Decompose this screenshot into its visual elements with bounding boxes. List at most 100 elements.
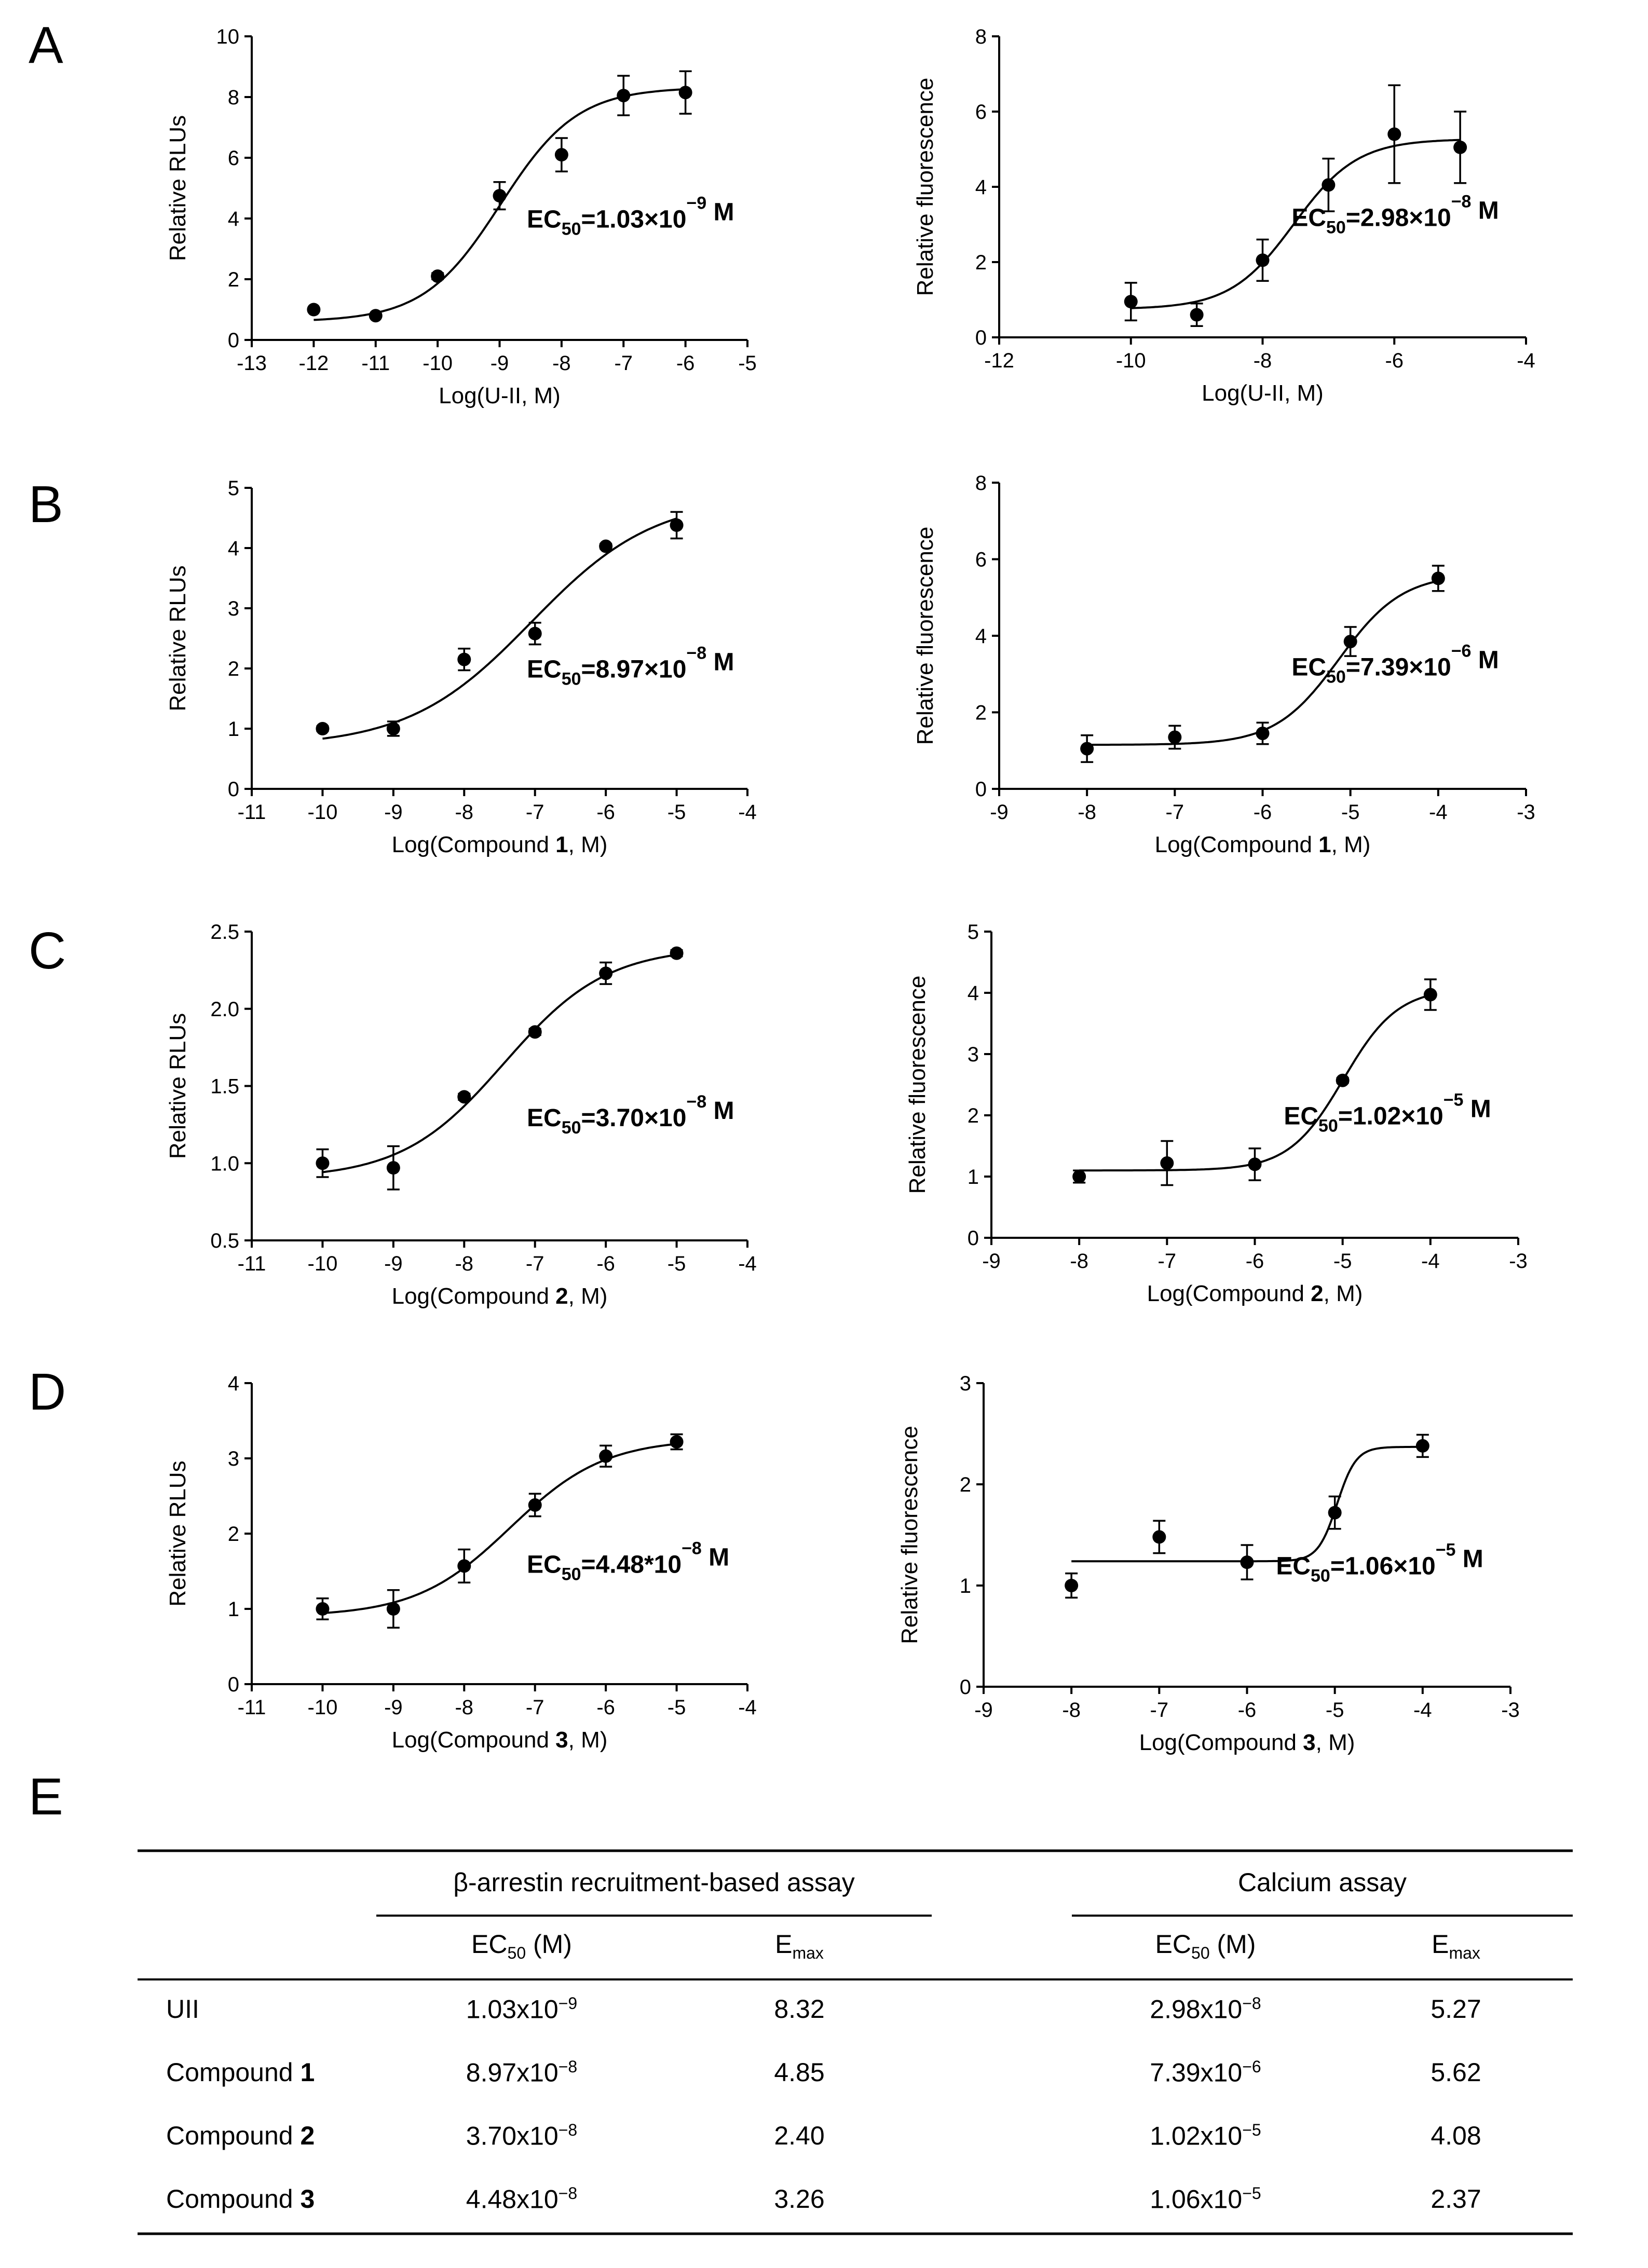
x-tick-label: -7	[526, 1696, 544, 1719]
y-axis-title: Relative fluorescence	[897, 1426, 922, 1644]
data-point	[1256, 727, 1270, 741]
row-label: UII	[166, 1994, 199, 2024]
x-tick-label: -4	[738, 1696, 757, 1719]
data-point	[1124, 295, 1138, 309]
panel-label-e: E	[29, 1768, 63, 1826]
data-point	[1336, 1073, 1350, 1087]
fit-curve	[322, 517, 677, 740]
y-axis-title: Relative fluorescence	[905, 976, 930, 1194]
y-tick-label: 3	[228, 1447, 239, 1470]
panel-label-d: D	[29, 1363, 66, 1421]
ec50-annotation: EC50=7.39×10−6 M	[1291, 641, 1499, 687]
x-tick-label: -8	[1078, 801, 1096, 824]
data-point	[599, 1449, 613, 1463]
panel-label-c: C	[29, 922, 66, 980]
y-tick-label: 0	[960, 1676, 971, 1699]
cell-ec50-arrestin: 1.03x10−9	[466, 1993, 578, 2024]
data-point	[386, 1161, 400, 1175]
x-tick-label: -6	[1385, 349, 1404, 372]
y-tick-label: 2	[975, 251, 987, 274]
y-tick-label: 4	[975, 625, 987, 648]
data-point	[528, 1025, 542, 1039]
data-point	[1256, 253, 1270, 267]
data-point	[1387, 127, 1401, 141]
y-tick-label: 4	[968, 982, 979, 1005]
y-tick-label: 6	[975, 101, 987, 124]
cell-ec50-calcium: 2.98x10−8	[1150, 1993, 1261, 2024]
y-tick-label: 5	[228, 477, 239, 500]
x-tick-label: -12	[298, 352, 329, 375]
cell-ec50-arrestin: 3.70x10−8	[466, 2120, 578, 2151]
cell-ec50-calcium: 1.06x10−5	[1150, 2183, 1261, 2214]
y-tick-label: 8	[975, 25, 987, 48]
data-point	[1168, 730, 1182, 744]
y-tick-label: 3	[968, 1043, 979, 1066]
x-tick-label: -9	[974, 1699, 993, 1722]
y-tick-label: 1.5	[210, 1075, 239, 1098]
y-axis-title: Relative RLUs	[165, 565, 190, 711]
x-tick-label: -11	[361, 352, 390, 375]
x-tick-label: -11	[238, 1696, 266, 1719]
table-column-header-row: EC50 (M) Emax EC50 (M) Emax	[138, 1914, 1573, 1977]
y-tick-label: 6	[228, 147, 239, 170]
data-point	[528, 1498, 542, 1512]
data-point	[1065, 1579, 1079, 1592]
y-tick-label: 0.5	[210, 1229, 239, 1252]
x-tick-label: -3	[1517, 801, 1535, 824]
data-point	[307, 303, 321, 317]
y-tick-label: 2	[228, 658, 239, 680]
row-label: Compound 3	[166, 2184, 315, 2214]
fit-curve	[322, 1443, 677, 1615]
panel-label-a: A	[29, 16, 63, 74]
data-point	[493, 189, 507, 203]
ec50-annotation: EC50=4.48*10−8 M	[527, 1538, 729, 1584]
x-tick-label: -10	[308, 801, 338, 824]
cell-emax-arrestin: 8.32	[774, 1994, 825, 2024]
y-tick-label: 2	[975, 702, 987, 725]
x-axis-title: Log(Compound 3, M)	[392, 1727, 608, 1753]
y-axis-title: Relative RLUs	[165, 115, 190, 261]
table-row: UII 1.03x10−9 8.32 2.98x10−8 5.27	[138, 1977, 1573, 2041]
y-tick-label: 4	[228, 208, 239, 230]
table-row: Compound 3 4.48x10−8 3.26 1.06x10−5 2.37	[138, 2167, 1573, 2231]
fit-curve	[1079, 994, 1431, 1172]
data-point	[1080, 742, 1094, 756]
y-tick-label: 3	[960, 1372, 971, 1395]
y-tick-label: 2	[968, 1104, 979, 1127]
y-tick-label: 5	[968, 921, 979, 944]
fit-curve	[314, 88, 686, 321]
data-point	[431, 269, 445, 283]
y-tick-label: 4	[228, 1372, 239, 1395]
x-tick-label: -4	[1517, 349, 1535, 372]
ec50-annotation: EC50=1.06×10−5 M	[1276, 1540, 1483, 1586]
y-tick-label: 8	[975, 472, 987, 495]
x-tick-label: -5	[668, 1696, 686, 1719]
y-axis-title: Relative fluorescence	[912, 527, 938, 745]
y-tick-label: 1.0	[210, 1152, 239, 1175]
x-axis-title: Log(Compound 2, M)	[392, 1283, 608, 1309]
data-point	[457, 1090, 471, 1104]
data-point	[386, 1602, 400, 1616]
y-tick-label: 4	[228, 537, 239, 560]
data-point	[1328, 1506, 1342, 1520]
data-point	[386, 722, 400, 735]
x-tick-label: -13	[237, 352, 267, 375]
x-tick-label: -8	[455, 1252, 473, 1275]
y-tick-label: 8	[228, 86, 239, 109]
y-tick-label: 0	[228, 778, 239, 801]
data-point	[1072, 1170, 1086, 1183]
ec50-annotation: EC50=2.98×10−8 M	[1291, 192, 1499, 237]
data-point	[1453, 140, 1467, 154]
x-tick-label: -8	[1070, 1250, 1088, 1273]
y-tick-label: 0	[228, 329, 239, 352]
cell-emax-calcium: 5.27	[1431, 1994, 1481, 2024]
fit-curve	[1131, 139, 1461, 309]
cell-ec50-calcium: 7.39x10−6	[1150, 2057, 1261, 2087]
ec50-annotation: EC50=1.03×10−9 M	[527, 194, 734, 239]
data-point	[1240, 1555, 1254, 1569]
x-tick-label: -7	[1166, 801, 1184, 824]
x-tick-label: -4	[738, 1252, 757, 1275]
y-tick-label: 2	[228, 268, 239, 291]
data-point	[369, 309, 383, 323]
y-axis-title: Relative fluorescence	[912, 78, 938, 296]
